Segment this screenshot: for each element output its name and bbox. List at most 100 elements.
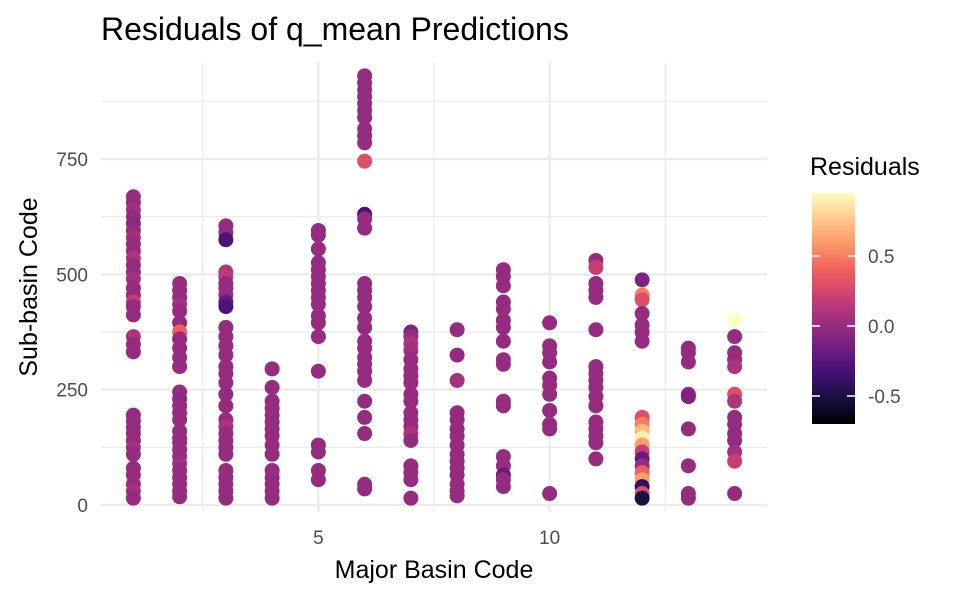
data-point: [634, 292, 650, 308]
data-point: [172, 412, 188, 428]
data-points: [125, 68, 743, 506]
data-point: [218, 299, 234, 315]
data-point: [634, 272, 650, 288]
data-point: [542, 315, 558, 331]
data-point: [542, 386, 558, 402]
data-point: [495, 301, 511, 317]
data-point: [310, 227, 326, 243]
data-point: [357, 220, 373, 236]
data-point: [588, 259, 604, 275]
data-point: [403, 472, 419, 488]
data-point: [357, 109, 373, 125]
data-point: [542, 486, 558, 502]
data-point: [449, 488, 465, 504]
data-point: [264, 379, 280, 395]
y-axis-tick-labels: 0 250 500 750: [56, 150, 88, 517]
data-point: [680, 458, 696, 474]
data-point: [588, 289, 604, 305]
data-point: [310, 296, 326, 312]
data-point: [403, 432, 419, 448]
data-point: [310, 241, 326, 257]
data-point: [357, 319, 373, 335]
data-point: [310, 472, 326, 488]
x-axis-tick-labels: 5 10: [313, 528, 560, 549]
data-point: [588, 322, 604, 338]
data-point: [264, 361, 280, 377]
data-point: [542, 402, 558, 418]
data-point: [403, 490, 419, 506]
data-point: [588, 435, 604, 451]
data-point: [357, 426, 373, 442]
data-point: [218, 232, 234, 248]
data-point: [634, 490, 650, 506]
data-point: [357, 409, 373, 425]
data-point: [357, 135, 373, 151]
data-point: [727, 312, 743, 328]
data-point: [542, 421, 558, 437]
y-tick-label: 250: [56, 381, 88, 402]
colorbar-tick-label: -0.5: [868, 387, 901, 408]
data-point: [495, 319, 511, 335]
data-point: [495, 356, 511, 372]
data-point: [310, 363, 326, 379]
data-point: [125, 490, 141, 506]
data-point: [727, 453, 743, 469]
color-legend: Residuals -0.5 0.0 0.5: [810, 153, 920, 424]
data-point: [495, 398, 511, 414]
data-point: [357, 372, 373, 388]
data-point: [125, 307, 141, 323]
data-point: [727, 393, 743, 409]
y-tick-label: 500: [56, 265, 88, 286]
data-point: [218, 386, 234, 402]
y-tick-label: 750: [56, 150, 88, 171]
data-point: [727, 359, 743, 375]
data-point: [495, 278, 511, 294]
data-point: [125, 446, 141, 462]
data-point: [125, 344, 141, 360]
data-point: [172, 359, 188, 375]
data-point: [680, 421, 696, 437]
minor-gridlines: [101, 62, 767, 512]
data-point: [403, 375, 419, 391]
data-point: [680, 490, 696, 506]
y-axis-title: Sub-basin Code: [15, 197, 43, 376]
legend-title: Residuals: [810, 153, 920, 181]
colorbar: [812, 193, 855, 424]
data-point: [218, 446, 234, 462]
colorbar-tick-label: 0.0: [868, 317, 894, 338]
data-point: [588, 451, 604, 467]
data-point: [542, 354, 558, 370]
data-point: [634, 306, 650, 322]
data-point: [727, 486, 743, 502]
chart-title: Residuals of q_mean Predictions: [101, 11, 569, 47]
data-point: [449, 347, 465, 363]
data-point: [218, 347, 234, 363]
data-point: [403, 393, 419, 409]
data-point: [495, 333, 511, 349]
data-point: [310, 315, 326, 331]
data-point: [588, 398, 604, 414]
x-axis-title: Major Basin Code: [335, 556, 534, 584]
data-point: [218, 398, 234, 414]
data-point: [264, 446, 280, 462]
data-point: [727, 432, 743, 448]
data-point: [310, 444, 326, 460]
data-point: [495, 479, 511, 495]
data-point: [680, 354, 696, 370]
data-point: [357, 481, 373, 497]
data-point: [172, 303, 188, 319]
data-point: [357, 299, 373, 315]
data-point: [680, 389, 696, 405]
data-point: [357, 153, 373, 169]
data-point: [310, 329, 326, 345]
x-tick-label: 10: [539, 528, 560, 549]
x-tick-label: 5: [313, 528, 324, 549]
plot-panel: [101, 62, 767, 512]
data-point: [727, 329, 743, 345]
colorbar-ticks: -0.5 0.0 0.5: [812, 247, 901, 408]
major-gridlines: [101, 62, 767, 512]
data-point: [218, 375, 234, 391]
data-point: [218, 490, 234, 506]
colorbar-tick-label: 0.5: [868, 247, 894, 268]
